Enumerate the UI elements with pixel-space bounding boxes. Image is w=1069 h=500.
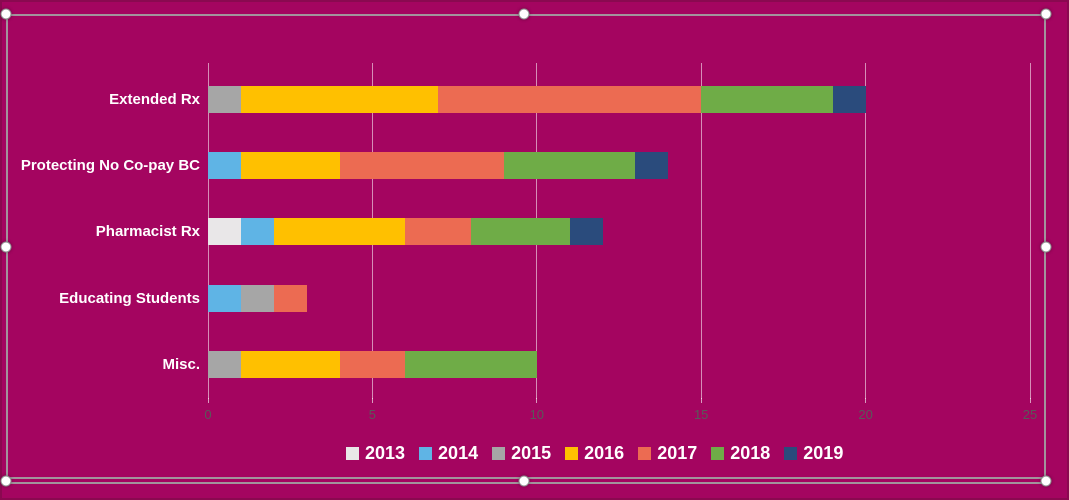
selection-handle-bottom-right[interactable] bbox=[1040, 475, 1052, 487]
bar-segment-2013[interactable] bbox=[208, 218, 241, 245]
gridline-25 bbox=[1029, 63, 1031, 399]
legend-swatch-2016 bbox=[565, 446, 579, 460]
bar-segment-2017[interactable] bbox=[405, 218, 472, 245]
bar-pharmacist-rx bbox=[208, 218, 603, 245]
legend-item-2014[interactable]: 2014 bbox=[419, 441, 478, 465]
category-axis-label[interactable]: Protecting No Co-pay BC bbox=[20, 156, 200, 174]
axis-tickmark-15 bbox=[700, 398, 702, 403]
category-axis-label[interactable]: Misc. bbox=[162, 355, 200, 373]
bar-segment-2018[interactable] bbox=[701, 86, 833, 113]
legend-label-2019: 2019 bbox=[803, 443, 844, 463]
bar-segment-2018[interactable] bbox=[405, 351, 537, 378]
legend-swatch-2019 bbox=[784, 446, 798, 460]
legend-label-2014: 2014 bbox=[438, 443, 479, 463]
legend-swatch-2013 bbox=[346, 446, 359, 460]
legend-swatch-2018 bbox=[711, 446, 725, 460]
bar-segment-2017[interactable] bbox=[438, 86, 702, 113]
bar-segment-2014[interactable] bbox=[208, 285, 241, 312]
gridline-20 bbox=[865, 63, 867, 399]
legend-item-2013[interactable]: 2013 bbox=[346, 441, 405, 465]
bar-segment-2016[interactable] bbox=[240, 152, 340, 179]
axis-tickmark-0 bbox=[207, 398, 209, 403]
bar-segment-2016[interactable] bbox=[273, 218, 406, 245]
category-axis-label[interactable]: Extended Rx bbox=[109, 90, 200, 108]
legend-label-2013: 2013 bbox=[365, 443, 406, 463]
legend-label-2015: 2015 bbox=[511, 443, 552, 463]
bar-segment-2016[interactable] bbox=[240, 351, 340, 378]
bar-segment-2017[interactable] bbox=[339, 351, 406, 378]
legend-swatch-2017 bbox=[638, 446, 652, 460]
bar-segment-2015[interactable] bbox=[208, 351, 241, 378]
selection-handle-middle-left[interactable] bbox=[0, 241, 12, 253]
legend-swatch-2014 bbox=[419, 446, 433, 460]
axis-tickmark-25 bbox=[1029, 398, 1031, 403]
bar-segment-2015[interactable] bbox=[208, 86, 241, 113]
x-axis-tick-label[interactable]: 15 bbox=[693, 407, 709, 422]
selection-handle-bottom-left[interactable] bbox=[0, 475, 12, 487]
legend-item-2018[interactable]: 2018 bbox=[711, 441, 770, 465]
bar-segment-2019[interactable] bbox=[569, 218, 603, 245]
selection-handle-middle-right[interactable] bbox=[1040, 241, 1052, 253]
bar-protecting-no-co-pay-bc bbox=[208, 152, 669, 179]
bar-segment-2019[interactable] bbox=[832, 86, 866, 113]
legend-item-2016[interactable]: 2016 bbox=[565, 441, 624, 465]
legend-label-2018: 2018 bbox=[730, 443, 771, 463]
selection-handle-top-right[interactable] bbox=[1040, 8, 1052, 20]
category-axis-label[interactable]: Pharmacist Rx bbox=[95, 222, 200, 240]
x-axis-tick-label[interactable]: 20 bbox=[858, 407, 873, 422]
selection-handle-top-left[interactable] bbox=[0, 8, 12, 20]
axis-tickmark-5 bbox=[371, 398, 373, 403]
x-axis-tick-label[interactable]: 10 bbox=[529, 407, 545, 422]
legend-label-2017: 2017 bbox=[657, 443, 698, 463]
legend-item-2015[interactable]: 2015 bbox=[492, 441, 551, 465]
bar-extended-rx bbox=[208, 86, 866, 113]
bar-segment-2018[interactable] bbox=[471, 218, 570, 245]
x-axis-tick-label[interactable]: 5 bbox=[368, 407, 376, 422]
legend-swatch-2015 bbox=[492, 446, 506, 460]
legend-item-2017[interactable]: 2017 bbox=[638, 441, 697, 465]
axis-tickmark-20 bbox=[865, 398, 867, 403]
bar-segment-2016[interactable] bbox=[240, 86, 439, 113]
gridline-15 bbox=[700, 63, 702, 399]
bar-segment-2014[interactable] bbox=[240, 218, 274, 245]
selection-handle-top-center[interactable] bbox=[518, 8, 530, 20]
bar-segment-2018[interactable] bbox=[503, 152, 636, 179]
bar-misc bbox=[208, 351, 537, 378]
selection-handle-bottom-center[interactable] bbox=[518, 475, 530, 487]
bar-segment-2019[interactable] bbox=[635, 152, 669, 179]
bar-educating-students bbox=[208, 285, 307, 312]
bar-segment-2017[interactable] bbox=[339, 152, 504, 179]
category-axis-label[interactable]: Educating Students bbox=[59, 289, 200, 307]
bar-segment-2015[interactable] bbox=[240, 285, 274, 312]
axis-tickmark-10 bbox=[536, 398, 538, 403]
legend-item-2019[interactable]: 2019 bbox=[784, 441, 843, 465]
x-axis-tick-label[interactable]: 0 bbox=[204, 407, 212, 422]
bar-segment-2014[interactable] bbox=[208, 152, 241, 179]
chart-legend: 2013 2014 2015 2016 2017 2018 2019 bbox=[346, 441, 843, 465]
legend-label-2016: 2016 bbox=[584, 443, 625, 463]
x-axis-tick-label[interactable]: 25 bbox=[1022, 407, 1038, 422]
bar-segment-2017[interactable] bbox=[273, 285, 307, 312]
